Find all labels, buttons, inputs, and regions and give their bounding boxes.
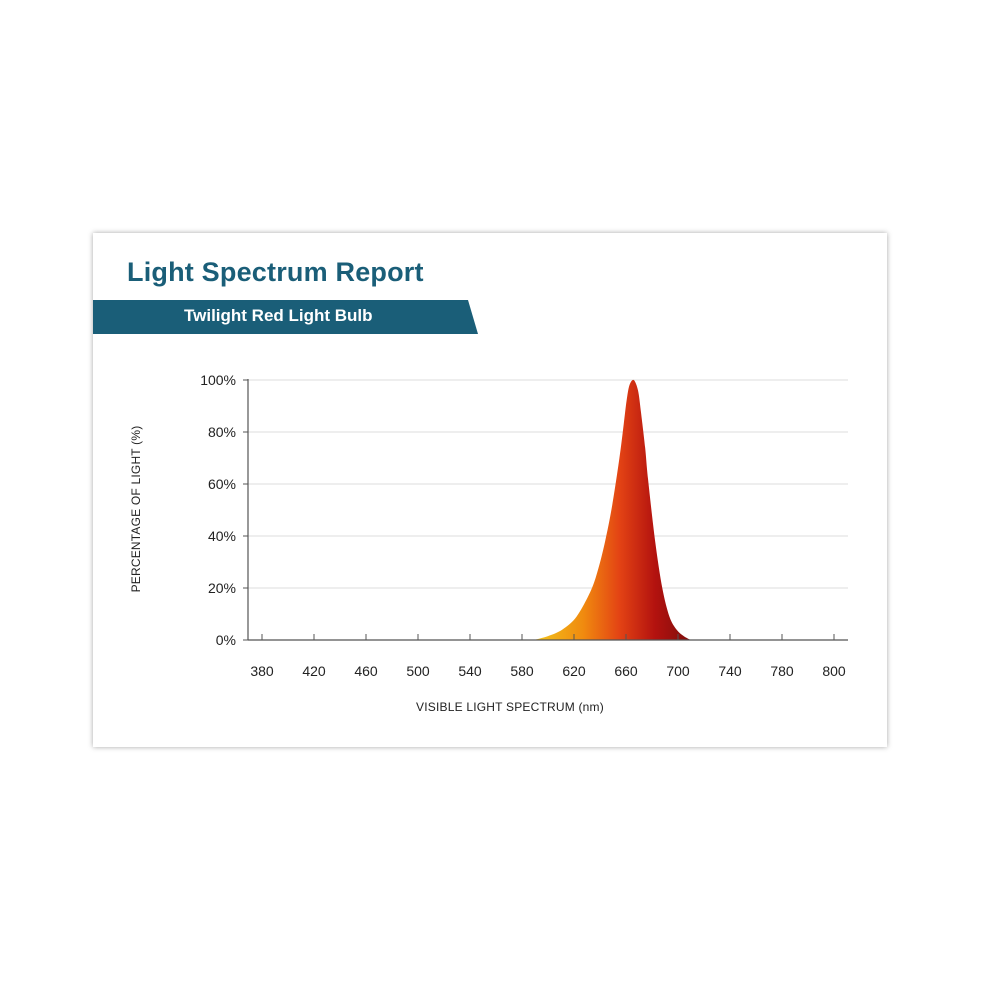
y-tick-label: 40% xyxy=(208,528,236,544)
y-tick-label: 80% xyxy=(208,424,236,440)
spectrum-chart: 0% 20% 40% 60% 80% 100% 380 420 460 500 540 580 620 6… xyxy=(129,372,848,714)
x-tick-label: 500 xyxy=(406,663,430,679)
y-tick-label: 0% xyxy=(216,632,236,648)
x-axis-title: VISIBLE LIGHT SPECTRUM (nm) xyxy=(416,700,604,714)
report-card: Light Spectrum Report Twilight Red Light… xyxy=(93,233,887,747)
x-tick-label: 380 xyxy=(250,663,274,679)
x-tick-label: 700 xyxy=(666,663,690,679)
report-subtitle: Twilight Red Light Bulb xyxy=(184,306,373,325)
x-tick-label: 460 xyxy=(354,663,378,679)
x-tick-label: 620 xyxy=(562,663,586,679)
x-tick-label: 580 xyxy=(510,663,534,679)
x-tick-label: 780 xyxy=(770,663,794,679)
x-tick-label: 540 xyxy=(458,663,482,679)
y-tick-label: 20% xyxy=(208,580,236,596)
y-tick-label: 60% xyxy=(208,476,236,492)
x-tick-label: 800 xyxy=(822,663,846,679)
x-tick-label: 420 xyxy=(302,663,326,679)
report-title: Light Spectrum Report xyxy=(127,257,424,287)
gridlines xyxy=(243,379,848,589)
subtitle-banner: Twilight Red Light Bulb xyxy=(93,300,478,334)
tick-labels: 0% 20% 40% 60% 80% 100% 380 420 460 500 540 580 620 6… xyxy=(200,372,846,679)
x-tick-label: 740 xyxy=(718,663,742,679)
banner-shape xyxy=(93,300,478,334)
y-tick-label: 100% xyxy=(200,372,236,388)
spectrum-area xyxy=(533,379,691,640)
plot-area xyxy=(533,379,691,640)
x-tick-label: 660 xyxy=(614,663,638,679)
axes xyxy=(243,379,848,641)
y-axis-title: PERCENTAGE OF LIGHT (%) xyxy=(129,426,143,593)
